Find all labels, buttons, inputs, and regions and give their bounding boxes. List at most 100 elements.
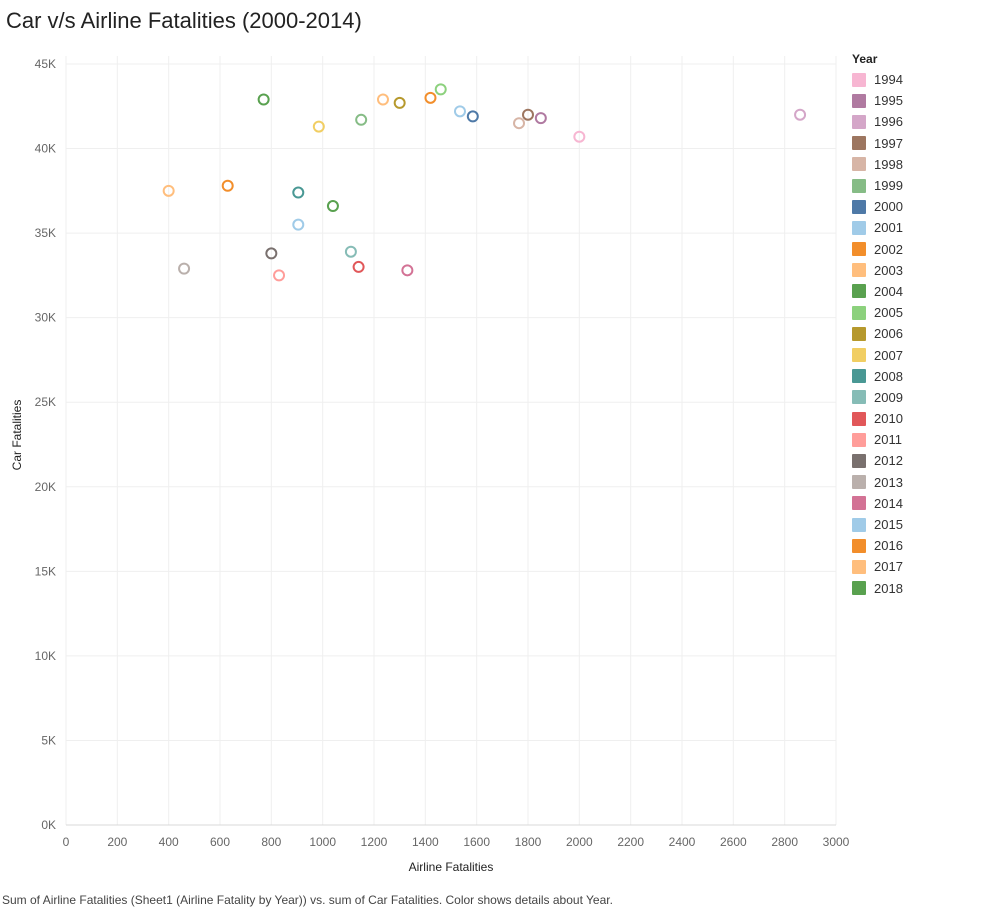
legend-label: 2016 [874,538,903,554]
legend-item-1999[interactable]: 1999 [852,175,903,196]
legend-label: 2000 [874,199,903,215]
legend-swatch [852,178,866,193]
data-point-1998[interactable] [513,117,526,130]
legend: Year 1994 1995 1996 1997 1998 1999 2000 2001 200… [852,52,903,599]
legend-swatch [852,390,866,405]
y-tick-label: 20K [35,480,56,494]
legend-title: Year [852,52,878,66]
data-points [162,83,807,282]
legend-item-2008[interactable]: 2008 [852,366,903,387]
legend-item-1998[interactable]: 1998 [852,154,903,175]
x-axis-title: Airline Fatalities [409,860,494,874]
legend-item-2007[interactable]: 2007 [852,344,903,365]
legend-item-2010[interactable]: 2010 [852,408,903,429]
data-point-1999[interactable] [355,113,368,126]
legend-swatch [852,453,866,468]
legend-item-2014[interactable]: 2014 [852,493,903,514]
legend-item-1996[interactable]: 1996 [852,111,903,132]
data-point-1997[interactable] [522,108,534,121]
data-point-2007[interactable] [312,120,325,133]
legend-swatch [852,538,866,553]
data-point-2010[interactable] [352,260,365,273]
legend-label: 2017 [874,559,903,575]
data-point-2008[interactable] [292,186,305,199]
legend-swatch [852,559,866,574]
data-point-1996[interactable] [794,108,807,121]
legend-item-2013[interactable]: 2013 [852,472,903,493]
x-tick-label: 600 [210,835,230,849]
legend-item-2000[interactable]: 2000 [852,196,903,217]
x-tick-label: 2000 [566,835,593,849]
legend-swatch [852,369,866,384]
legend-item-2006[interactable]: 2006 [852,323,903,344]
legend-swatch [852,475,866,490]
legend-label: 2003 [874,262,903,278]
data-point-2015[interactable] [292,218,305,231]
data-point-2005[interactable] [434,83,447,96]
data-point-2014[interactable] [401,264,414,277]
data-point-2004[interactable] [326,200,339,213]
data-point-2006[interactable] [393,96,406,109]
legend-label: 2004 [874,283,903,299]
y-tick-label: 25K [35,395,56,409]
y-tick-label: 30K [35,311,56,325]
data-point-2013[interactable] [178,262,191,275]
data-point-2001[interactable] [453,105,466,118]
x-tick-label: 1000 [309,835,336,849]
data-point-2003[interactable] [376,93,389,106]
x-tick-label: 1800 [515,835,542,849]
y-tick-label: 35K [35,226,56,240]
legend-swatch [852,93,866,108]
legend-item-2001[interactable]: 2001 [852,217,903,238]
legend-item-2012[interactable]: 2012 [852,450,903,471]
legend-item-2004[interactable]: 2004 [852,281,903,302]
data-point-2018[interactable] [257,93,270,106]
legend-item-2009[interactable]: 2009 [852,387,903,408]
legend-swatch [852,136,866,151]
legend-item-2002[interactable]: 2002 [852,239,903,260]
legend-item-2015[interactable]: 2015 [852,514,903,535]
data-point-2000[interactable] [466,110,479,123]
legend-item-2016[interactable]: 2016 [852,535,903,556]
legend-swatch [852,199,866,214]
data-point-2009[interactable] [344,245,357,258]
data-point-2002[interactable] [424,91,437,104]
legend-swatch [852,263,866,278]
legend-item-2003[interactable]: 2003 [852,260,903,281]
data-point-2011[interactable] [273,269,286,282]
data-point-1994[interactable] [573,130,586,143]
legend-label: 2010 [874,411,903,427]
data-point-2017[interactable] [162,184,175,197]
legend-item-2005[interactable]: 2005 [852,302,903,323]
legend-label: 1999 [874,178,903,194]
legend-item-2018[interactable]: 2018 [852,578,903,599]
legend-label: 2007 [874,347,903,363]
legend-item-1994[interactable]: 1994 [852,69,903,90]
data-point-1995[interactable] [534,112,547,125]
legend-swatch [852,348,866,363]
legend-item-2011[interactable]: 2011 [852,429,903,450]
legend-label: 2009 [874,389,903,405]
x-tick-label: 0 [63,835,70,849]
legend-swatch [852,305,866,320]
y-tick-label: 5K [41,733,56,747]
grid-lines [65,56,837,826]
legend-label: 2014 [874,495,903,511]
y-axis-title: Car Fatalities [10,400,24,471]
data-point-2016[interactable] [221,179,234,192]
data-point-2012[interactable] [265,247,278,260]
legend-item-1997[interactable]: 1997 [852,133,903,154]
legend-swatch [852,517,866,532]
legend-items: 1994 1995 1996 1997 1998 1999 2000 2001 2002 2003… [852,69,903,599]
legend-label: 1994 [874,72,903,88]
legend-item-1995[interactable]: 1995 [852,90,903,111]
legend-item-2017[interactable]: 2017 [852,556,903,577]
legend-label: 2012 [874,453,903,469]
x-tick-label: 3000 [823,835,850,849]
y-tick-label: 0K [41,818,56,832]
legend-swatch [852,72,866,87]
legend-swatch [852,284,866,299]
legend-swatch [852,220,866,235]
legend-label: 2015 [874,517,903,533]
legend-label: 2011 [874,432,902,448]
